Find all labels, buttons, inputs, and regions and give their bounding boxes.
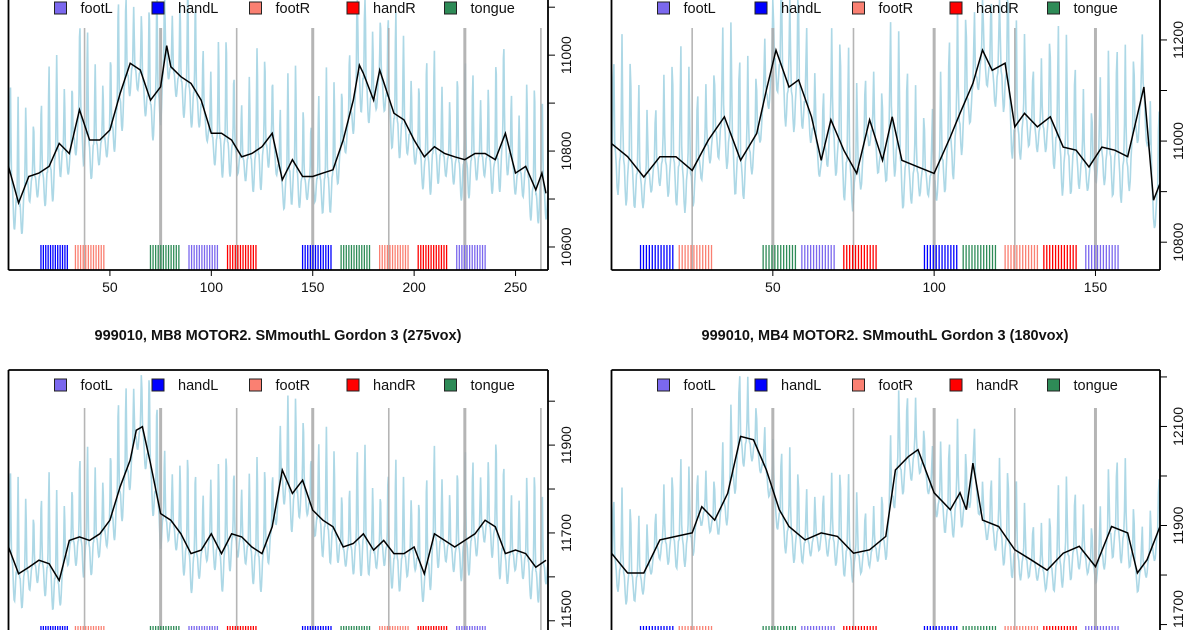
legend-label-footR: footR xyxy=(276,378,311,394)
y-tick-label: 10800 xyxy=(558,131,574,170)
y-tick-label: 11000 xyxy=(558,36,574,74)
legend-label-footR: footR xyxy=(276,1,311,17)
plot-frame xyxy=(7,369,549,630)
raw-series-line xyxy=(610,376,1161,605)
plot-frame xyxy=(7,0,549,271)
legend-label-footL: footL xyxy=(684,378,716,394)
legend-swatch-handR xyxy=(949,1,963,15)
plot-area xyxy=(7,375,549,630)
legend-label-footR: footR xyxy=(879,1,914,17)
raw-series-line xyxy=(7,0,549,235)
plot-area xyxy=(610,376,1161,630)
y-tick-label: 11700 xyxy=(558,514,574,552)
legend-swatch-handR xyxy=(949,378,963,392)
legend-swatch-footR xyxy=(249,1,262,15)
y-tick-label: 10600 xyxy=(558,227,574,266)
mean-series-line xyxy=(610,435,1161,575)
x-tick-label: 250 xyxy=(504,279,528,295)
raw-series-line xyxy=(610,0,1161,229)
x-tick-label: 150 xyxy=(1084,279,1108,295)
legend-swatch-footL xyxy=(54,1,67,15)
legend-swatch-tongue xyxy=(1047,378,1060,392)
legend-label-footL: footL xyxy=(81,1,113,17)
y-tick-label: 11500 xyxy=(558,590,574,628)
legend-swatch-footR xyxy=(852,378,865,392)
x-tick-label: 150 xyxy=(301,279,325,295)
legend-swatch-footR xyxy=(852,1,865,15)
legend-label-handR: handR xyxy=(373,1,416,17)
y-tick-label: 12100 xyxy=(1170,407,1186,446)
legend-swatch-handL xyxy=(151,1,165,15)
y-tick-label: 10800 xyxy=(1170,223,1186,262)
legend-label-tongue: tongue xyxy=(1074,1,1118,17)
legend-label-tongue: tongue xyxy=(471,1,515,17)
plot-area xyxy=(7,0,549,270)
legend-swatch-handL xyxy=(151,378,165,392)
x-tick-label: 200 xyxy=(402,279,426,295)
legend-label-footL: footL xyxy=(684,1,716,17)
panel-1: 50 100 150 10800 11000 11200 footL handL footR ha… xyxy=(610,0,1186,295)
legend-label-tongue: tongue xyxy=(471,378,515,394)
plot-area xyxy=(610,0,1161,270)
y-tick-label: 11200 xyxy=(1170,21,1186,59)
legend-label-handL: handL xyxy=(178,378,218,394)
mean-series-line xyxy=(611,47,1161,201)
legend-swatch-handR xyxy=(346,1,360,15)
plot-frame xyxy=(610,369,1161,630)
legend-label-handR: handR xyxy=(373,378,416,394)
x-tick-label: 100 xyxy=(922,279,946,295)
mean-series-line xyxy=(7,425,547,583)
legend-swatch-handL xyxy=(754,378,768,392)
legend-swatch-handR xyxy=(346,378,360,392)
legend-swatch-footL xyxy=(657,378,670,392)
mean-series-line xyxy=(7,45,547,206)
legend-swatch-handL xyxy=(754,1,768,15)
x-tick-label: 100 xyxy=(200,279,224,295)
legend-swatch-tongue xyxy=(1047,1,1060,15)
y-tick-label: 11900 xyxy=(1170,506,1186,544)
legend-swatch-footL xyxy=(54,378,67,392)
legend-label-tongue: tongue xyxy=(1074,378,1118,394)
legend-label-handR: handR xyxy=(976,378,1019,394)
panel-title-bottom-right: 999010, MB4 MOTOR2. SMmouthL Gordon 3 (1… xyxy=(702,328,1069,344)
x-tick-label: 50 xyxy=(765,279,781,295)
x-tick-label: 50 xyxy=(102,279,118,295)
legend-label-handL: handL xyxy=(781,378,821,394)
legend-swatch-footR xyxy=(249,378,262,392)
y-tick-label: 11700 xyxy=(1170,590,1186,628)
legend-swatch-footL xyxy=(657,1,670,15)
y-tick-label: 11900 xyxy=(558,426,574,464)
panel-2: 11500 11700 11900 footL handL footR handR tongu… xyxy=(7,369,574,630)
legend-label-handL: handL xyxy=(781,1,821,17)
panel-0: 50 100 150 200 250 10600 10800 11000 footL handL f… xyxy=(7,0,574,295)
legend-label-footL: footL xyxy=(81,378,113,394)
legend-swatch-tongue xyxy=(444,1,457,15)
legend-label-handL: handL xyxy=(178,1,218,17)
legend-label-handR: handR xyxy=(976,1,1019,17)
legend-swatch-tongue xyxy=(444,378,457,392)
panel-3: 11700 11900 12100 footL handL footR handR tongu… xyxy=(610,369,1186,630)
y-tick-label: 11000 xyxy=(1170,122,1186,160)
panel-title-bottom-left: 999010, MB8 MOTOR2. SMmouthL Gordon 3 (2… xyxy=(95,328,462,344)
legend-label-footR: footR xyxy=(879,378,914,394)
plot-frame xyxy=(610,0,1161,271)
